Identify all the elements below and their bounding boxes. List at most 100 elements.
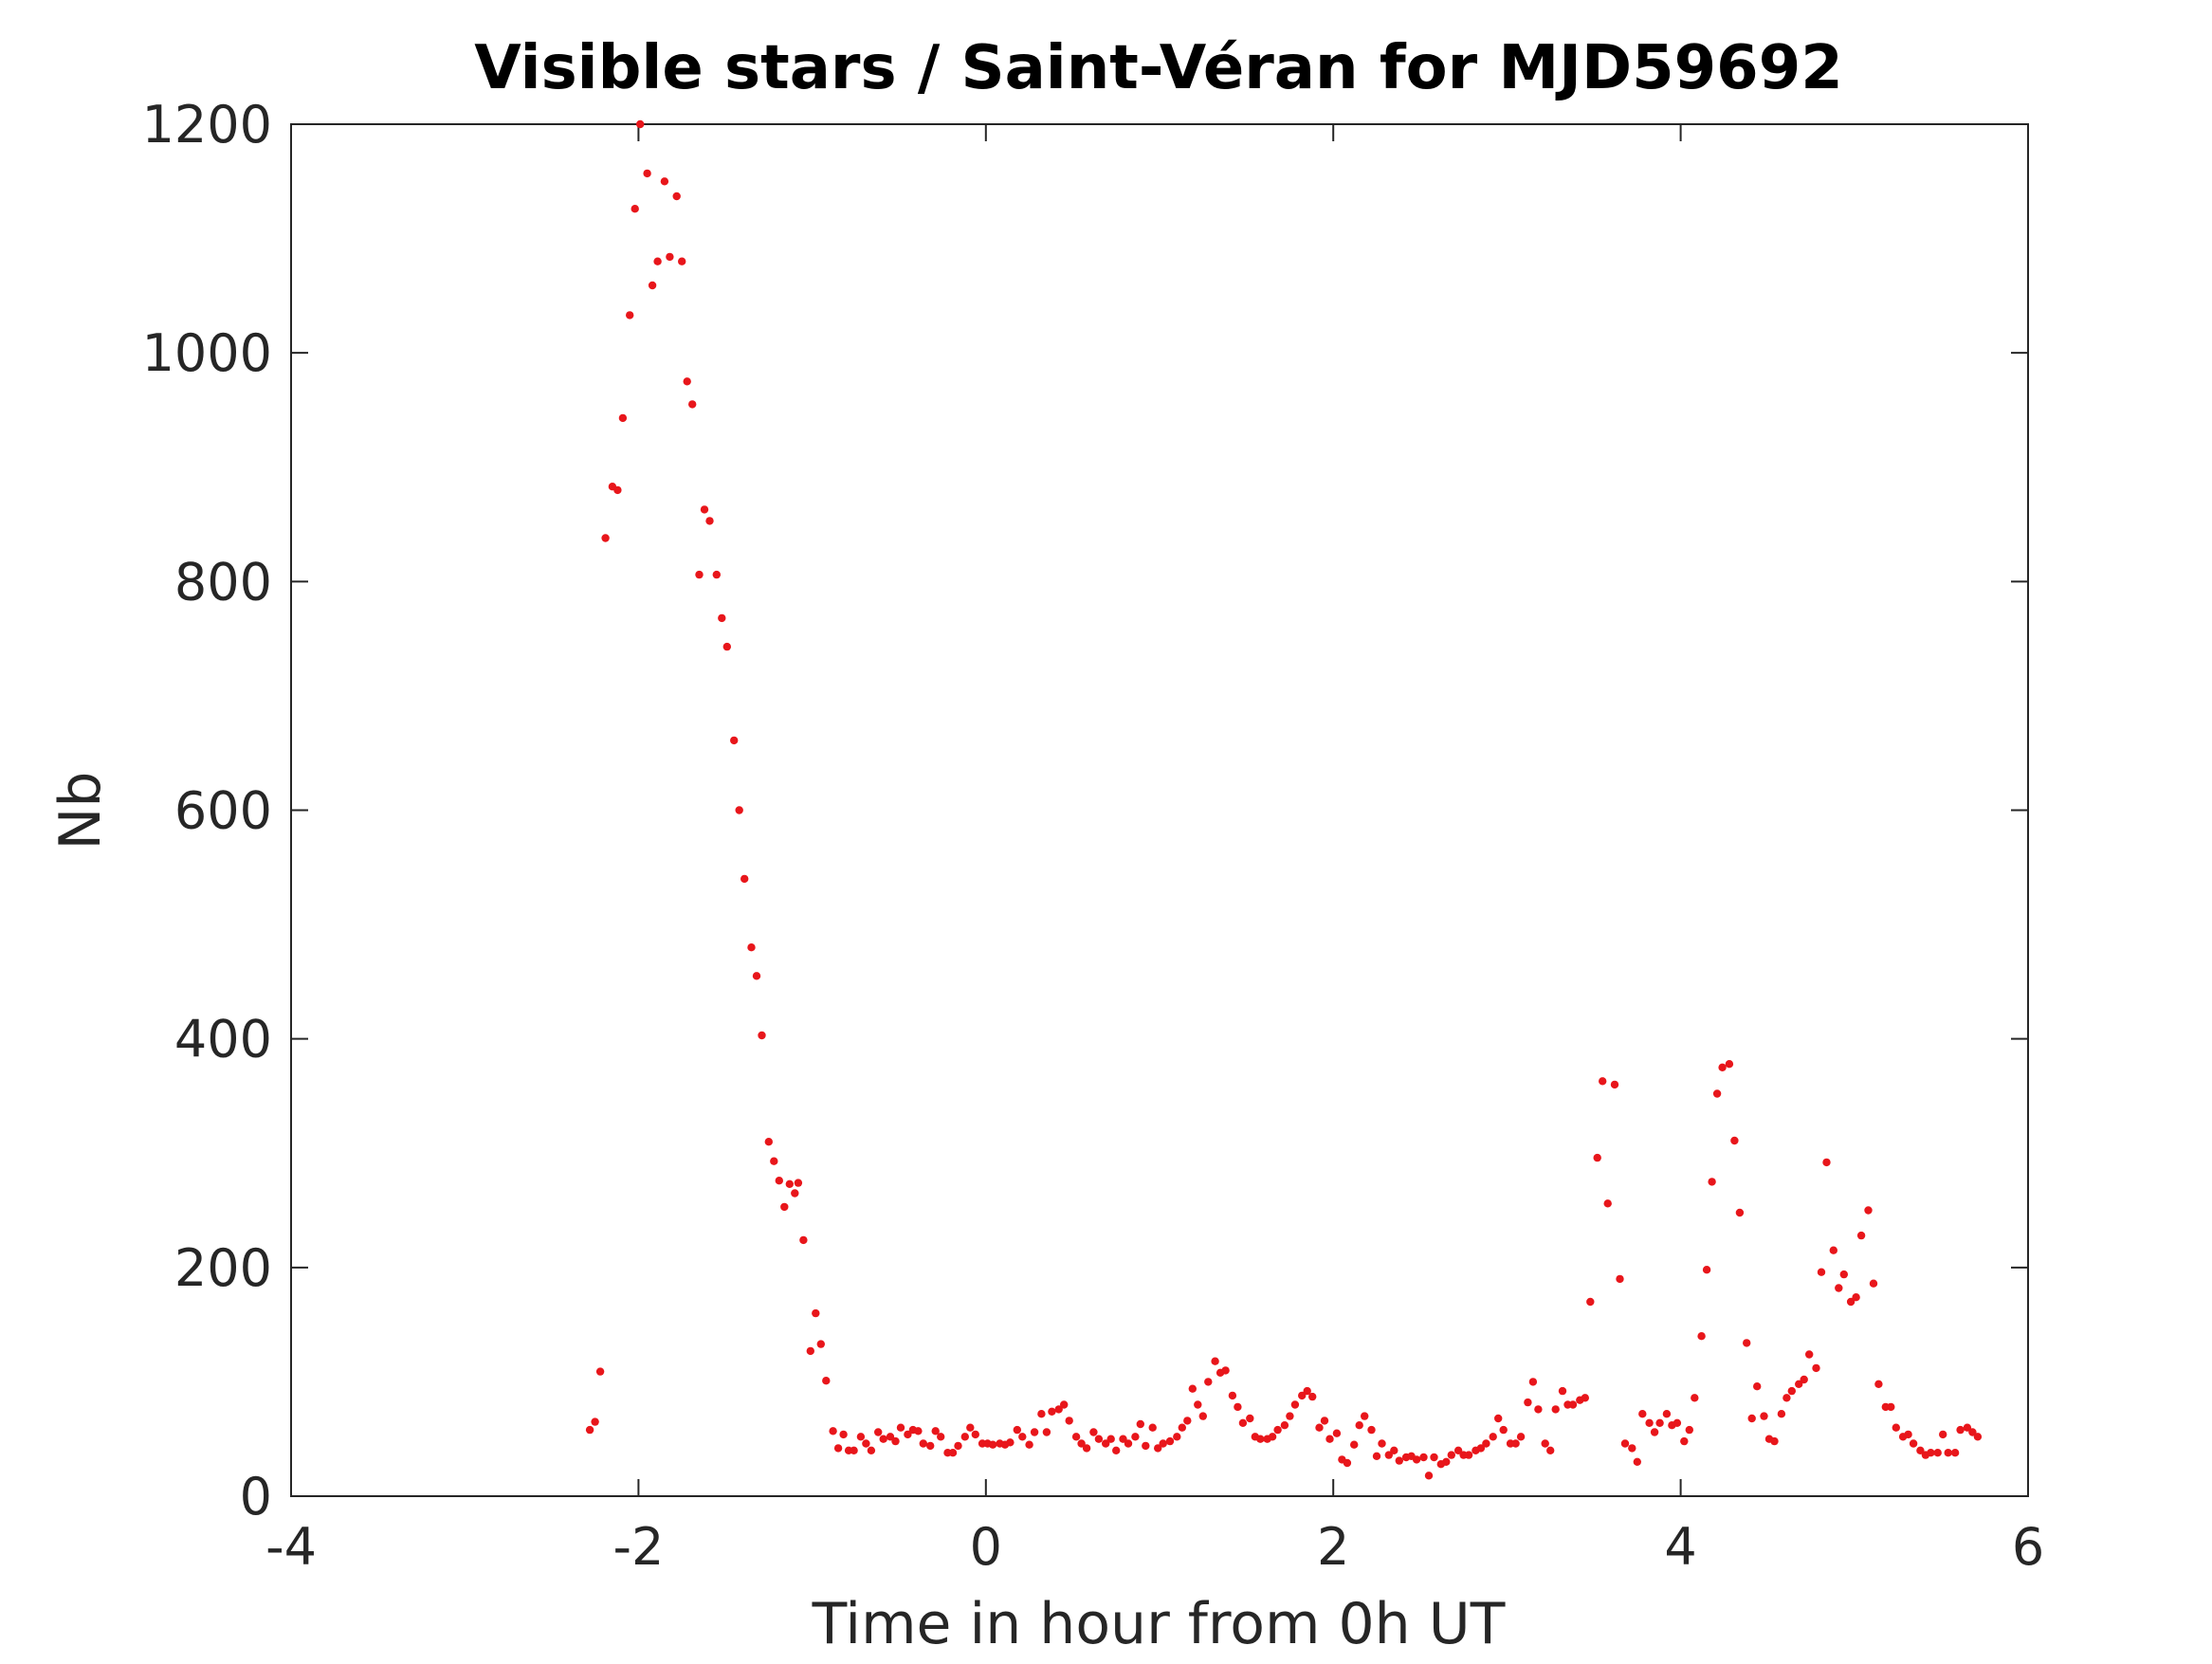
data-point (1489, 1433, 1497, 1441)
data-point (1812, 1363, 1820, 1373)
data-point (926, 1441, 935, 1451)
data-point (1286, 1412, 1294, 1420)
data-point (1963, 1423, 1972, 1432)
data-point (1378, 1439, 1386, 1448)
x-tick-label: 2 (1317, 1517, 1349, 1577)
data-point (1874, 1380, 1883, 1389)
data-point (914, 1427, 923, 1435)
data-point (1777, 1410, 1786, 1418)
data-point (601, 534, 610, 542)
data-point (1846, 1297, 1856, 1307)
data-point (1332, 1429, 1342, 1437)
data-point (1616, 1274, 1624, 1284)
data-point (653, 257, 662, 265)
data-point (1268, 1433, 1277, 1441)
data-point (1355, 1421, 1363, 1430)
data-point (678, 257, 686, 265)
data-point (1730, 1136, 1739, 1145)
data-point (1065, 1417, 1073, 1425)
data-point (1060, 1400, 1069, 1409)
data-point (1106, 1435, 1115, 1443)
data-point (1442, 1457, 1451, 1467)
data-point (591, 1417, 599, 1426)
y-axis-label: Nb (47, 772, 114, 850)
data-point (1839, 1270, 1849, 1279)
data-point (775, 1177, 783, 1185)
data-point (1673, 1418, 1682, 1428)
data-point (712, 570, 721, 579)
data-point (1234, 1402, 1242, 1412)
data-point (1280, 1421, 1289, 1430)
x-tick-label: 6 (2012, 1517, 2044, 1577)
data-point (1178, 1423, 1187, 1432)
data-point (799, 1235, 808, 1245)
data-point (1119, 1435, 1127, 1443)
data-point (931, 1427, 940, 1435)
data-point (1006, 1438, 1015, 1447)
data-point (1183, 1417, 1192, 1425)
data-point (1419, 1453, 1428, 1462)
data-point (700, 505, 709, 514)
data-point (1638, 1410, 1647, 1418)
data-point (1273, 1425, 1282, 1435)
data-point (1869, 1279, 1878, 1288)
data-point (1013, 1425, 1022, 1435)
data-point (1367, 1425, 1376, 1435)
data-point (1944, 1449, 1952, 1457)
data-point (722, 642, 731, 651)
data-point (1511, 1439, 1520, 1448)
data-point (1817, 1268, 1826, 1276)
data-point (1198, 1412, 1208, 1420)
data-point (626, 311, 634, 320)
data-point (1735, 1208, 1745, 1217)
data-point (747, 943, 756, 952)
data-point (1805, 1350, 1814, 1359)
data-point (1864, 1206, 1873, 1215)
data-point (1042, 1428, 1051, 1436)
data-point (1246, 1414, 1254, 1423)
data-point (1581, 1394, 1590, 1402)
data-points (585, 119, 1983, 1480)
data-point (780, 1202, 789, 1212)
data-point (1904, 1430, 1912, 1439)
data-point (1077, 1439, 1086, 1448)
data-point (1712, 1089, 1722, 1098)
data-point (1412, 1455, 1421, 1464)
data-point (1228, 1391, 1237, 1400)
data-point (1892, 1423, 1901, 1432)
data-point (1499, 1425, 1508, 1435)
data-point (1384, 1451, 1394, 1459)
data-point (937, 1433, 945, 1441)
data-point (1599, 1077, 1607, 1086)
data-point (1482, 1439, 1490, 1448)
data-point (730, 736, 739, 745)
data-point (1303, 1386, 1311, 1396)
data-point (850, 1446, 858, 1455)
data-point (1221, 1366, 1230, 1375)
data-point (1718, 1063, 1727, 1072)
data-point (1071, 1433, 1081, 1441)
data-point (735, 806, 743, 814)
data-point (1256, 1435, 1265, 1443)
data-point (1939, 1430, 1947, 1439)
data-point (688, 400, 697, 409)
y-tick-label: 1000 (142, 323, 272, 383)
data-point (1743, 1339, 1751, 1347)
data-point (666, 252, 674, 262)
data-point (1586, 1297, 1595, 1307)
data-point (1424, 1472, 1434, 1480)
data-point (1747, 1414, 1756, 1423)
data-point (585, 1425, 594, 1435)
data-point (1089, 1428, 1098, 1436)
data-point (856, 1433, 866, 1441)
data-point (1030, 1428, 1039, 1436)
data-point (1238, 1418, 1248, 1428)
data-point (636, 119, 645, 129)
data-point (971, 1430, 980, 1439)
data-point (948, 1449, 958, 1457)
data-point (1290, 1400, 1300, 1409)
data-point (1315, 1423, 1324, 1432)
data-point (1950, 1449, 1960, 1457)
